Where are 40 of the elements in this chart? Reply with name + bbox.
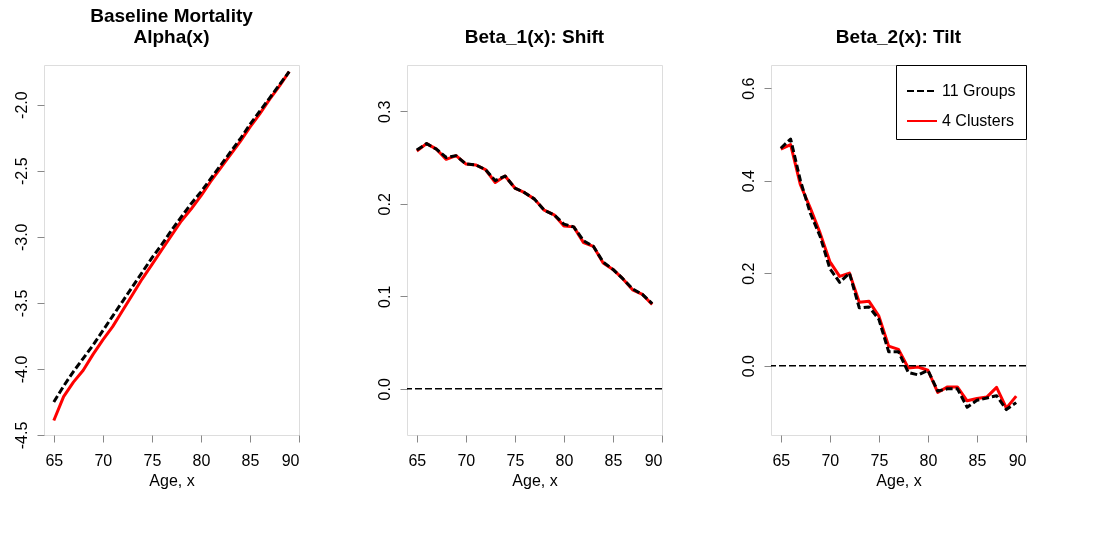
y-tick-label: -2.5 xyxy=(12,157,30,185)
y-tick-label: 0.1 xyxy=(375,285,393,308)
x-tick-label: 85 xyxy=(604,451,623,469)
x-axis-title: Age, x xyxy=(876,471,922,489)
x-tick-label: 75 xyxy=(870,451,889,469)
x-tick-label: 65 xyxy=(45,451,64,469)
y-tick-label: 0.0 xyxy=(375,378,393,401)
x-tick-label: 75 xyxy=(143,451,162,469)
x-tick-label: 80 xyxy=(919,451,938,469)
y-tick-label: -3.0 xyxy=(12,223,30,252)
x-tick-label: 75 xyxy=(506,451,525,469)
x-axis-title: Age, x xyxy=(149,471,195,489)
x-tick-label: 85 xyxy=(968,451,987,469)
y-tick-label: 0.0 xyxy=(739,354,757,378)
x-tick-label: 85 xyxy=(241,451,260,469)
x-tick-label: 65 xyxy=(408,451,427,469)
x-axis-title: Age, x xyxy=(512,471,558,489)
chart-title: Beta_1(x): Shift xyxy=(464,26,605,47)
x-tick-label: 90 xyxy=(1008,451,1027,469)
y-tick-label: -2.0 xyxy=(12,91,30,119)
y-tick-label: -3.5 xyxy=(12,289,30,318)
x-tick-label: 65 xyxy=(772,451,791,469)
y-tick-label: 0.4 xyxy=(739,169,757,193)
x-tick-label: 70 xyxy=(94,451,113,469)
chart-title: Beta_2(x): Tilt xyxy=(835,25,962,47)
y-tick-label: -4.0 xyxy=(12,355,30,384)
x-tick-label: 80 xyxy=(192,451,211,469)
x-tick-label: 90 xyxy=(644,451,663,469)
y-tick-label: -4.5 xyxy=(12,421,30,450)
x-tick-label: 80 xyxy=(555,451,574,469)
x-tick-label: 70 xyxy=(821,451,840,469)
y-tick-label: 0.2 xyxy=(375,193,393,216)
chart-title: Baseline Mortality Alpha(x) xyxy=(90,5,254,47)
x-tick-label: 70 xyxy=(457,451,476,469)
legend-label: 11 Groups xyxy=(942,82,1016,99)
legend-label: 4 Clusters xyxy=(942,112,1015,129)
x-tick-label: 90 xyxy=(281,451,300,469)
y-tick-label: 0.3 xyxy=(375,100,393,123)
y-tick-label: 0.6 xyxy=(739,77,757,100)
y-tick-label: 0.2 xyxy=(739,262,757,285)
